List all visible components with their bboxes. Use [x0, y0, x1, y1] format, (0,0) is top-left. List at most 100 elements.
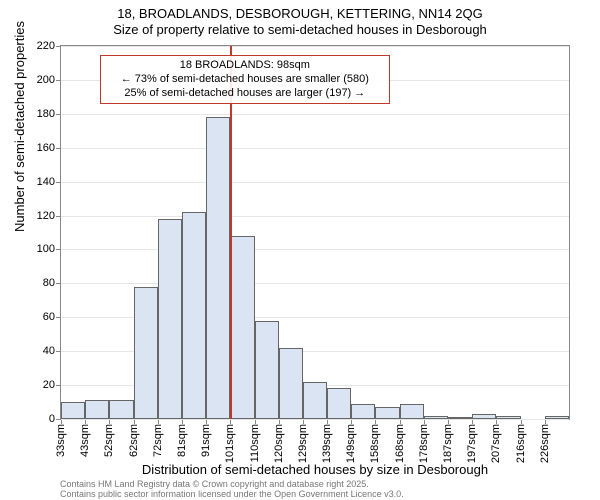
- y-tick-mark: [56, 216, 60, 217]
- histogram-bar: [351, 404, 375, 419]
- x-tick-mark: [472, 420, 473, 424]
- y-tick-mark: [56, 385, 60, 386]
- y-tick-label: 180: [15, 108, 55, 120]
- y-tick-label: 200: [15, 74, 55, 86]
- histogram-bar: [496, 416, 520, 419]
- x-tick-label: 226sqm: [539, 424, 551, 463]
- y-tick-mark: [56, 351, 60, 352]
- histogram-bar: [134, 287, 158, 419]
- annotation-box: 18 BROADLANDS: 98sqm← 73% of semi-detach…: [100, 55, 390, 104]
- y-tick-mark: [56, 283, 60, 284]
- credit-text: Contains HM Land Registry data © Crown c…: [60, 480, 570, 500]
- histogram-bar: [279, 348, 303, 419]
- y-tick-mark: [56, 249, 60, 250]
- x-tick-mark: [61, 420, 62, 424]
- x-tick-label: 120sqm: [273, 424, 285, 463]
- x-tick-mark: [351, 420, 352, 424]
- y-tick-mark: [56, 182, 60, 183]
- y-tick-label: 20: [15, 379, 55, 391]
- histogram-bar: [206, 117, 230, 419]
- y-tick-label: 60: [15, 311, 55, 323]
- histogram-bar: [230, 236, 254, 419]
- y-tick-mark: [56, 148, 60, 149]
- gridline: [61, 182, 569, 183]
- x-tick-mark: [327, 420, 328, 424]
- histogram-bar: [255, 321, 279, 419]
- x-tick-mark: [303, 420, 304, 424]
- x-tick-label: 149sqm: [345, 424, 357, 463]
- gridline: [61, 46, 569, 47]
- histogram-bar: [85, 400, 109, 419]
- x-tick-label: 62sqm: [128, 424, 140, 457]
- x-tick-label: 52sqm: [103, 424, 115, 457]
- chart-title-sub: Size of property relative to semi-detach…: [0, 22, 600, 37]
- y-tick-mark: [56, 114, 60, 115]
- x-tick-mark: [134, 420, 135, 424]
- histogram-bar: [448, 417, 472, 419]
- histogram-bar: [472, 414, 496, 419]
- histogram-bar: [182, 212, 206, 419]
- histogram-bar: [400, 404, 424, 419]
- x-tick-label: 207sqm: [490, 424, 502, 463]
- y-axis-label: Number of semi-detached properties: [12, 21, 27, 232]
- x-tick-mark: [109, 420, 110, 424]
- y-tick-label: 40: [15, 345, 55, 357]
- histogram-bar: [61, 402, 85, 419]
- x-tick-mark: [182, 420, 183, 424]
- x-tick-label: 72sqm: [152, 424, 164, 457]
- gridline: [61, 419, 569, 420]
- y-tick-label: 80: [15, 277, 55, 289]
- x-tick-mark: [521, 420, 522, 424]
- gridline: [61, 216, 569, 217]
- x-tick-label: 81sqm: [176, 424, 188, 457]
- x-tick-mark: [496, 420, 497, 424]
- y-tick-label: 140: [15, 176, 55, 188]
- annotation-line: 18 BROADLANDS: 98sqm: [107, 59, 383, 73]
- histogram-bar: [109, 400, 133, 419]
- x-tick-mark: [158, 420, 159, 424]
- x-axis-label: Distribution of semi-detached houses by …: [60, 462, 570, 477]
- gridline: [61, 114, 569, 115]
- y-tick-label: 100: [15, 243, 55, 255]
- x-tick-label: 43sqm: [79, 424, 91, 457]
- y-tick-mark: [56, 46, 60, 47]
- y-tick-mark: [56, 317, 60, 318]
- x-tick-label: 187sqm: [442, 424, 454, 463]
- x-tick-label: 158sqm: [369, 424, 381, 463]
- gridline: [61, 283, 569, 284]
- x-tick-mark: [255, 420, 256, 424]
- histogram-bar: [545, 416, 569, 419]
- chart-title-main: 18, BROADLANDS, DESBOROUGH, KETTERING, N…: [0, 6, 600, 21]
- x-tick-mark: [230, 420, 231, 424]
- x-tick-label: 168sqm: [394, 424, 406, 463]
- x-tick-label: 91sqm: [200, 424, 212, 457]
- x-tick-mark: [424, 420, 425, 424]
- x-tick-label: 178sqm: [418, 424, 430, 463]
- chart-container: 18, BROADLANDS, DESBOROUGH, KETTERING, N…: [0, 0, 600, 500]
- annotation-line: ← 73% of semi-detached houses are smalle…: [107, 73, 383, 87]
- x-tick-label: 129sqm: [297, 424, 309, 463]
- y-tick-mark: [56, 419, 60, 420]
- gridline: [61, 148, 569, 149]
- x-tick-label: 139sqm: [321, 424, 333, 463]
- credit-line-2: Contains public sector information licen…: [60, 490, 570, 500]
- x-tick-mark: [375, 420, 376, 424]
- histogram-bar: [424, 416, 448, 419]
- x-tick-mark: [279, 420, 280, 424]
- histogram-bar: [375, 407, 399, 419]
- histogram-bar: [158, 219, 182, 419]
- histogram-bar: [327, 388, 351, 419]
- y-tick-label: 120: [15, 210, 55, 222]
- x-tick-mark: [206, 420, 207, 424]
- y-tick-mark: [56, 80, 60, 81]
- x-tick-label: 101sqm: [224, 424, 236, 463]
- y-tick-label: 220: [15, 40, 55, 52]
- x-tick-mark: [448, 420, 449, 424]
- histogram-bar: [303, 382, 327, 419]
- y-tick-label: 160: [15, 142, 55, 154]
- x-tick-label: 197sqm: [466, 424, 478, 463]
- x-tick-mark: [400, 420, 401, 424]
- y-tick-label: 0: [15, 413, 55, 425]
- x-tick-mark: [85, 420, 86, 424]
- x-tick-label: 110sqm: [249, 424, 261, 462]
